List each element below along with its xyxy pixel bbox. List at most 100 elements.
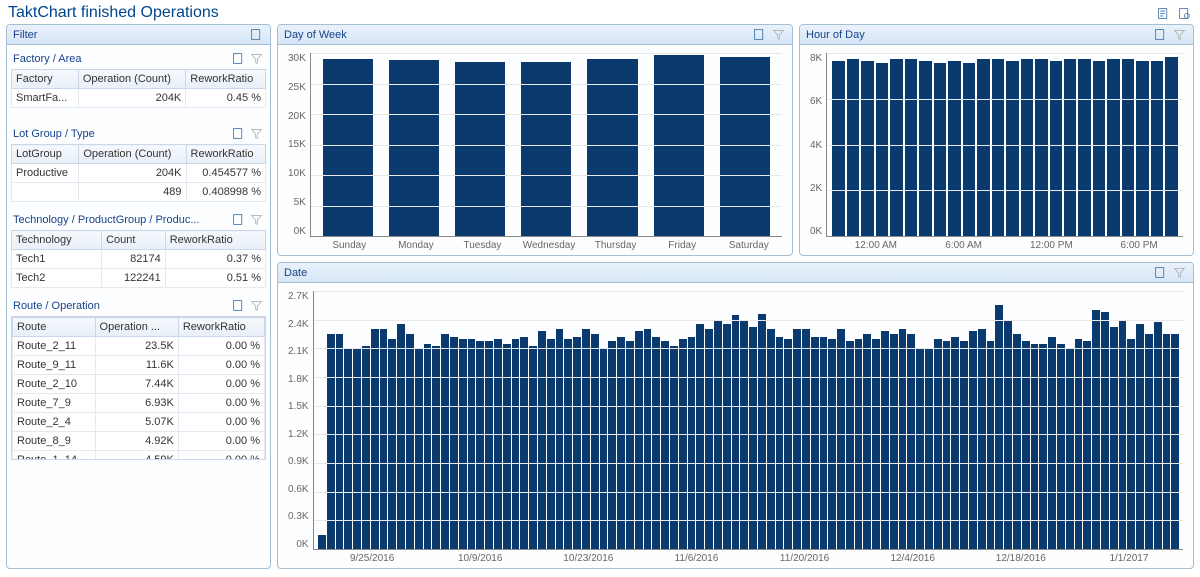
bar[interactable] <box>919 61 931 236</box>
table-row[interactable]: 4890.408998 % <box>12 183 266 202</box>
bar[interactable] <box>591 334 599 549</box>
bar[interactable] <box>652 337 660 549</box>
bar[interactable] <box>723 324 731 549</box>
bar[interactable] <box>1035 59 1047 236</box>
bar[interactable] <box>987 341 995 549</box>
filter-export-icon[interactable] <box>249 27 264 42</box>
table-row[interactable]: Route_9_1111.6K0.00 % <box>13 356 265 375</box>
bar[interactable] <box>1110 327 1118 549</box>
bar[interactable] <box>696 324 704 549</box>
dow-chart[interactable] <box>310 53 782 237</box>
bar[interactable] <box>512 339 520 549</box>
bar[interactable] <box>455 62 505 236</box>
bar[interactable] <box>336 334 344 549</box>
bar[interactable] <box>1013 334 1021 549</box>
table-row[interactable]: Route_2_1123.5K0.00 % <box>13 337 265 356</box>
bar[interactable] <box>714 320 722 549</box>
hod-export-icon[interactable] <box>1153 27 1168 42</box>
bar[interactable] <box>861 61 873 236</box>
bar[interactable] <box>1119 320 1127 549</box>
bar[interactable] <box>344 348 352 549</box>
bar[interactable] <box>832 61 844 236</box>
bar[interactable] <box>977 59 989 236</box>
bar[interactable] <box>353 348 361 549</box>
bar[interactable] <box>767 329 775 549</box>
col-op[interactable]: Operation ... <box>95 318 178 337</box>
bar[interactable] <box>1078 59 1090 236</box>
bar[interactable] <box>1048 337 1056 549</box>
bar[interactable] <box>424 344 432 549</box>
bar[interactable] <box>538 331 546 549</box>
date-export-icon[interactable] <box>1153 265 1168 280</box>
bar[interactable] <box>846 341 854 549</box>
bar[interactable] <box>837 329 845 549</box>
bar[interactable] <box>934 339 942 549</box>
lotgroup-filter-icon[interactable] <box>249 126 264 141</box>
lotgroup-table[interactable]: LotGroup Operation (Count) ReworkRatio P… <box>11 144 266 202</box>
bar[interactable] <box>995 305 1003 549</box>
bar[interactable] <box>705 329 713 549</box>
table-row[interactable]: Route_7_96.93K0.00 % <box>13 394 265 413</box>
bar[interactable] <box>881 331 889 549</box>
bar[interactable] <box>626 341 634 549</box>
tech-filter-icon[interactable] <box>249 212 264 227</box>
export-icon[interactable] <box>1156 6 1171 21</box>
bar[interactable] <box>654 55 704 236</box>
bar[interactable] <box>520 337 528 549</box>
bar[interactable] <box>432 346 440 549</box>
bar[interactable] <box>1031 344 1039 549</box>
bar[interactable] <box>459 339 467 549</box>
bar[interactable] <box>503 344 511 549</box>
bar[interactable] <box>1092 310 1100 549</box>
bar[interactable] <box>1151 61 1163 236</box>
col-tech[interactable]: Technology <box>12 231 102 250</box>
bar[interactable] <box>1064 59 1076 236</box>
bar[interactable] <box>934 63 946 236</box>
bar[interactable] <box>905 59 917 236</box>
col-route[interactable]: Route <box>13 318 96 337</box>
bar[interactable] <box>688 337 696 549</box>
date-filter-icon[interactable] <box>1172 265 1187 280</box>
col-lotgroup[interactable]: LotGroup <box>12 145 79 164</box>
bar[interactable] <box>960 341 968 549</box>
bar[interactable] <box>948 61 960 236</box>
bar[interactable] <box>661 341 669 549</box>
bar[interactable] <box>380 329 388 549</box>
tech-export-icon[interactable] <box>231 212 246 227</box>
table-row[interactable]: Route_1_144.59K0.00 % <box>13 451 265 461</box>
bar[interactable] <box>1004 320 1012 549</box>
bar[interactable] <box>876 63 888 236</box>
bar[interactable] <box>600 348 608 549</box>
bar[interactable] <box>1171 334 1179 549</box>
hod-filter-icon[interactable] <box>1172 27 1187 42</box>
bar[interactable] <box>1022 341 1030 549</box>
bar[interactable] <box>1165 57 1177 236</box>
bar[interactable] <box>820 337 828 549</box>
col-rework2[interactable]: ReworkRatio <box>186 145 265 164</box>
table-row[interactable]: Route_2_45.07K0.00 % <box>13 413 265 432</box>
bar[interactable] <box>758 314 766 549</box>
bar[interactable] <box>573 337 581 549</box>
route-scroll[interactable]: Route Operation ... ReworkRatio Route_2_… <box>11 316 266 460</box>
col-rework[interactable]: ReworkRatio <box>186 70 266 89</box>
bar[interactable] <box>776 337 784 549</box>
table-row[interactable]: Productive204K0.454577 % <box>12 164 266 183</box>
bar[interactable] <box>441 334 449 549</box>
bar[interactable] <box>828 339 836 549</box>
bar[interactable] <box>582 329 590 549</box>
col-rework3[interactable]: ReworkRatio <box>165 231 265 250</box>
bar[interactable] <box>564 339 572 549</box>
bar[interactable] <box>1021 59 1033 236</box>
tech-table[interactable]: Technology Count ReworkRatio Tech1821740… <box>11 230 266 288</box>
bar[interactable] <box>899 329 907 549</box>
bar[interactable] <box>1127 339 1135 549</box>
col-count[interactable]: Count <box>102 231 166 250</box>
route-export-icon[interactable] <box>231 298 246 313</box>
col-opcount[interactable]: Operation (Count) <box>78 70 185 89</box>
bar[interactable] <box>951 337 959 549</box>
bar[interactable] <box>617 337 625 549</box>
bar[interactable] <box>1154 322 1162 549</box>
bar[interactable] <box>389 60 439 236</box>
bar[interactable] <box>1006 61 1018 236</box>
bar[interactable] <box>521 62 571 236</box>
